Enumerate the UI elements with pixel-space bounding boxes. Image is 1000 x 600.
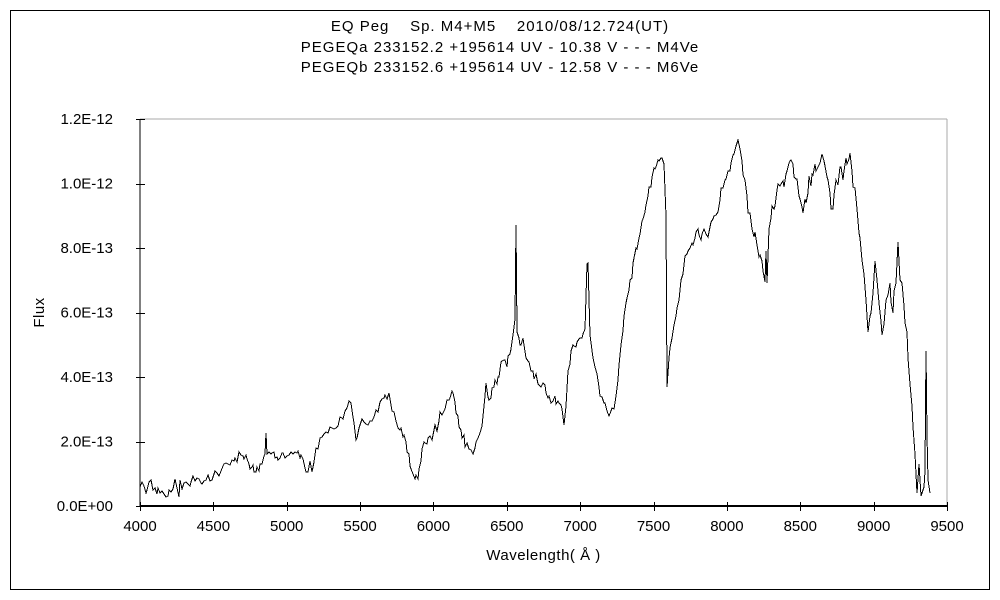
x-tick-label: 6500 bbox=[490, 518, 523, 535]
x-tick-label: 6000 bbox=[417, 518, 450, 535]
x-tick-label: 5500 bbox=[343, 518, 376, 535]
y-tick-label: 1.0E-12 bbox=[60, 176, 113, 193]
x-tick-label: 7000 bbox=[563, 518, 596, 535]
spectrum-line bbox=[139, 138, 931, 498]
x-tick-label: 9500 bbox=[930, 518, 963, 535]
y-tick-label: 8.0E-13 bbox=[60, 240, 113, 257]
x-tick-label: 8500 bbox=[784, 518, 817, 535]
x-tick-label: 7500 bbox=[637, 518, 670, 535]
x-tick-label: 5000 bbox=[270, 518, 303, 535]
plot-header: EQ Peg Sp. M4+M5 2010/08/12.724(UT) PEGE… bbox=[0, 16, 1000, 78]
x-tick-label: 4500 bbox=[197, 518, 230, 535]
plot-title: EQ Peg Sp. M4+M5 2010/08/12.724(UT) bbox=[330, 18, 670, 35]
x-axis-title: Wavelength( Å ) bbox=[486, 547, 601, 564]
plot-subtitle-b: PEGEQb 233152.6 +195614 UV - 12.58 V - -… bbox=[300, 59, 700, 76]
outer-border bbox=[10, 10, 990, 590]
plot-subtitle-a: PEGEQa 233152.2 +195614 UV - 10.38 V - -… bbox=[300, 39, 700, 56]
y-tick-label: 6.0E-13 bbox=[60, 305, 113, 322]
y-tick-label: 1.2E-12 bbox=[60, 111, 113, 128]
x-tick-label: 4000 bbox=[123, 518, 156, 535]
y-tick-label: 4.0E-13 bbox=[60, 369, 113, 386]
y-tick-label: 0.0E+00 bbox=[57, 498, 113, 515]
y-axis-title: Flux bbox=[31, 297, 48, 327]
x-tick-label: 8000 bbox=[710, 518, 743, 535]
x-tick-label: 9000 bbox=[857, 518, 890, 535]
y-tick-label: 2.0E-13 bbox=[60, 434, 113, 451]
